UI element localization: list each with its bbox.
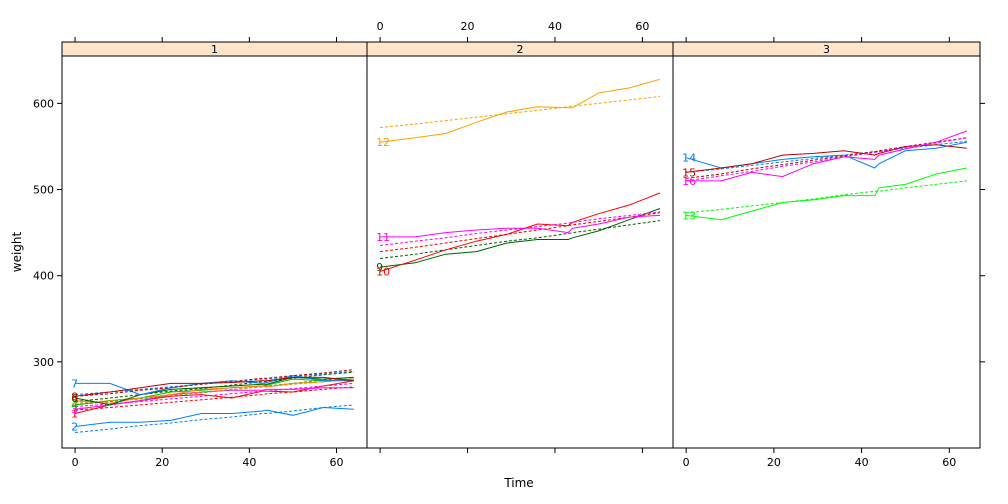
series-label-15: 15 [682,166,696,179]
fit-line-2 [75,404,354,433]
series-label-3: 3 [71,403,78,416]
strip-label-3: 3 [823,43,830,56]
series-label-13: 13 [682,209,696,222]
fit-line-3 [75,382,354,408]
x-tick-label: 40 [855,456,869,469]
x-tick-label: 0 [377,20,384,33]
fit-line-15 [686,137,967,179]
x-tick-label: 20 [767,456,781,469]
series-label-16: 16 [682,175,696,188]
panel-border-2 [366,55,674,449]
series-line-16 [686,130,967,182]
series-label-10: 10 [376,265,390,278]
series-label-7: 7 [71,377,78,390]
y-tick-label: 400 [33,270,54,283]
y-tick-label: 600 [33,97,54,110]
fit-line-5 [75,378,354,404]
series-label-5: 5 [71,395,78,408]
x-tick-label: 40 [548,20,562,33]
x-tick-label: 60 [942,456,956,469]
series-line-2 [75,406,354,427]
x-tick-label: 0 [683,456,690,469]
y-tick-label: 300 [33,356,54,369]
series-line-8 [75,376,354,397]
fit-line-13 [686,180,967,214]
x-tick-label: 60 [330,456,344,469]
series-label-6: 6 [71,392,78,405]
fit-line-8 [75,369,354,397]
series-label-8: 8 [71,390,78,403]
series-label-1: 1 [71,408,78,421]
series-line-6 [75,376,354,406]
x-tick-label: 60 [635,20,649,33]
series-line-10 [379,192,661,272]
x-tick-label: 0 [72,456,79,469]
fit-line-12 [380,96,660,128]
fit-line-11 [380,211,660,246]
x-tick-label: 40 [242,456,256,469]
fit-line-14 [686,140,967,173]
x-tick-label: 20 [461,20,475,33]
series-label-9: 9 [376,261,383,274]
x-axis-label: Time [503,476,533,490]
series-line-9 [380,208,661,268]
series-label-11: 11 [376,231,390,244]
fit-line-16 [686,137,967,182]
series-label-4: 4 [71,399,78,412]
fit-line-1 [75,386,354,411]
fit-line-10 [380,212,660,253]
series-line-14 [686,141,967,169]
y-axis-label: weight [10,231,24,272]
series-label-12: 12 [376,136,390,149]
series-line-12 [380,78,661,143]
series-line-5 [75,378,354,404]
x-tick-label: 20 [155,456,169,469]
panel-border-3 [672,55,981,449]
strip-label-2: 2 [517,43,524,56]
fit-line-6 [75,371,354,402]
strip-label-1: 1 [211,43,218,56]
series-line-13 [686,167,967,221]
series-label-14: 14 [682,152,696,165]
series-label-2: 2 [71,420,78,433]
y-tick-label: 500 [33,184,54,197]
fit-line-9 [380,220,660,259]
series-line-11 [380,214,660,238]
